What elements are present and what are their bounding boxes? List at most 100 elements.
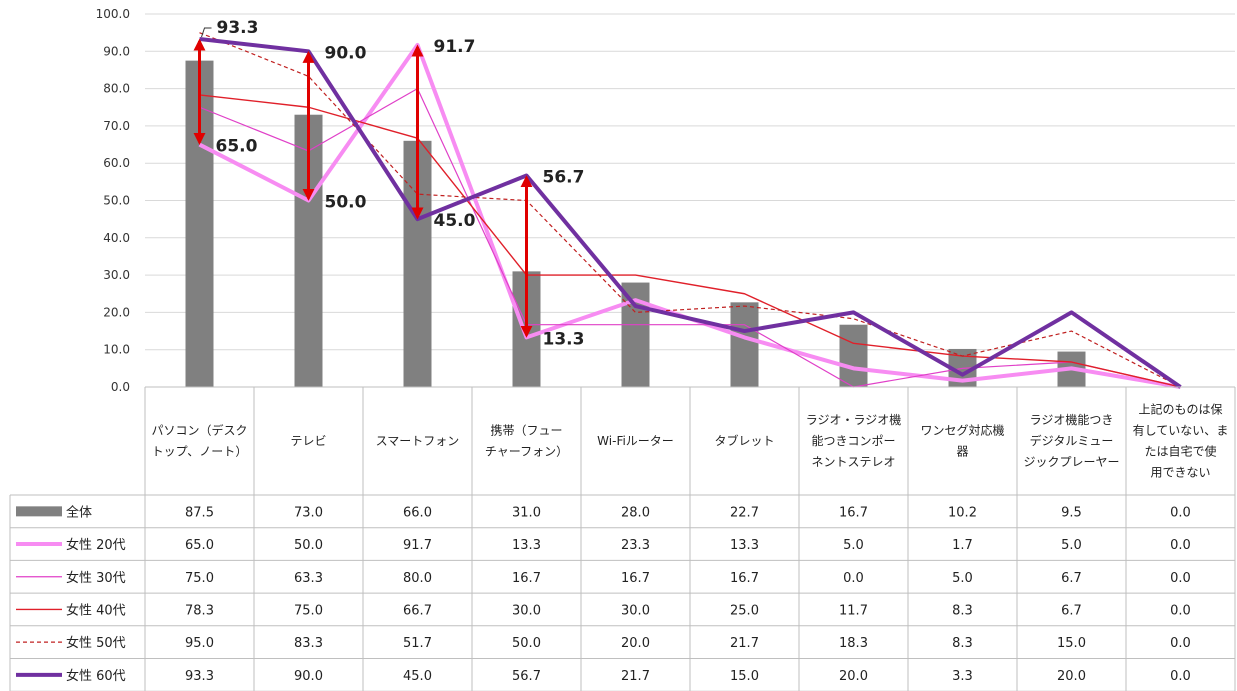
table-cell: 18.3 — [839, 636, 868, 651]
table-cell: 73.0 — [294, 505, 323, 520]
annotation-label: 45.0 — [434, 211, 476, 231]
table-cell: 9.5 — [1061, 505, 1082, 520]
bar — [730, 302, 759, 387]
y-axis-ticks: 0.0 10.0 20.0 30.0 40.0 50.0 60.0 70.0 80.0 90.0 1… — [96, 7, 130, 394]
category-label: 器 — [956, 445, 968, 459]
annotation-label: 13.3 — [543, 329, 585, 349]
table-cell: 50.0 — [512, 636, 541, 651]
table-cell: 23.3 — [621, 538, 650, 553]
category-label: 用できない — [1150, 466, 1210, 480]
table-cell: 66.0 — [403, 505, 432, 520]
table-cell: 15.0 — [730, 669, 759, 684]
table-cell: 91.7 — [403, 538, 432, 553]
series-lines — [198, 32, 1182, 389]
table-cell: 30.0 — [621, 603, 650, 618]
table-cell: 30.0 — [512, 603, 541, 618]
table-cell: 0.0 — [1170, 571, 1191, 586]
table-cell: 90.0 — [294, 669, 323, 684]
table-cell: 66.7 — [403, 603, 432, 618]
legend-key — [16, 506, 62, 517]
table-cell: 75.0 — [185, 571, 214, 586]
table-cell: 0.0 — [1170, 603, 1191, 618]
annotation-leader — [201, 27, 212, 38]
table-cell: 0.0 — [843, 571, 864, 586]
table-cell: 0.0 — [1170, 636, 1191, 651]
category-label: 能つきコンポー — [811, 434, 895, 448]
table-cell: 6.7 — [1061, 603, 1082, 618]
y-tick-label: 90.0 — [103, 44, 130, 58]
table-cell: 8.3 — [952, 603, 973, 618]
category-label: 有していない、ま — [1133, 424, 1229, 438]
table-cell: 28.0 — [621, 505, 650, 520]
table-cell: 20.0 — [1057, 669, 1086, 684]
category-label: Wi-Fiルーター — [597, 434, 674, 448]
table-cell: 11.7 — [839, 603, 868, 618]
category-label: チャーフォン） — [485, 445, 568, 459]
series-name: 女性 30代 — [66, 570, 126, 586]
table-cell: 95.0 — [185, 636, 214, 651]
table-cell: 87.5 — [185, 505, 214, 520]
category-label: パソコン（デスク — [151, 423, 247, 438]
table-cell: 21.7 — [730, 636, 759, 651]
table-cell: 5.0 — [843, 538, 864, 553]
table-cell: 13.3 — [730, 538, 759, 553]
table-cell: 15.0 — [1057, 636, 1086, 651]
table-cell: 45.0 — [403, 669, 432, 684]
table-cell: 80.0 — [403, 571, 432, 586]
y-tick-label: 0.0 — [111, 380, 130, 394]
y-tick-label: 40.0 — [103, 231, 130, 245]
gridlines — [145, 13, 1235, 388]
table-cell: 20.0 — [839, 669, 868, 684]
category-label: ワンセグ対応機 — [920, 423, 1004, 438]
annotation-label: 93.3 — [217, 18, 259, 38]
table-cell: 65.0 — [185, 538, 214, 553]
series-name: 女性 40代 — [66, 602, 126, 618]
category-label: 携帯（フュー — [490, 423, 562, 438]
table-cell: 0.0 — [1170, 538, 1191, 553]
table-cell: 13.3 — [512, 538, 541, 553]
series-line — [199, 94, 1181, 388]
table-cell: 20.0 — [621, 636, 650, 651]
table-cell: 31.0 — [512, 505, 541, 520]
category-label: 上記のものは保 — [1138, 402, 1222, 417]
category-label: デジタルミュー — [1030, 433, 1114, 448]
table-cell: 16.7 — [512, 571, 541, 586]
table-cell: 3.3 — [952, 669, 973, 684]
series-line — [199, 87, 1181, 388]
annotation-label: 90.0 — [325, 43, 367, 63]
table-cell: 75.0 — [294, 603, 323, 618]
annotation-label: 91.7 — [434, 37, 476, 57]
y-tick-label: 20.0 — [103, 305, 130, 319]
table-cell: 93.3 — [185, 669, 214, 684]
series-name: 女性 50代 — [66, 635, 126, 651]
annotation-label: 50.0 — [325, 193, 367, 213]
table-cell: 10.2 — [948, 505, 977, 520]
table-cell: 50.0 — [294, 538, 323, 553]
difference-arrows — [193, 38, 533, 338]
table-cell: 51.7 — [403, 636, 432, 651]
y-tick-label: 100.0 — [96, 7, 130, 21]
bar — [839, 324, 868, 387]
category-label: たは自宅で使 — [1144, 444, 1216, 459]
series-line — [199, 37, 1182, 389]
category-label: トップ、ノート） — [152, 445, 248, 459]
table-cell: 22.7 — [730, 505, 759, 520]
bars — [185, 60, 1086, 388]
table-cell: 0.0 — [1170, 669, 1191, 684]
table-cell: 56.7 — [512, 669, 541, 684]
category-label: ラジオ機能つき — [1030, 412, 1114, 427]
table-cell: 5.0 — [952, 571, 973, 586]
series-name: 女性 20代 — [66, 537, 126, 553]
table-cell: 5.0 — [1061, 538, 1082, 553]
table-cell: 1.7 — [952, 538, 973, 553]
table-cell: 21.7 — [621, 669, 650, 684]
series-name: 全体 — [66, 504, 92, 520]
table-cell: 78.3 — [185, 603, 214, 618]
category-label: ネントステレオ — [811, 455, 895, 469]
y-tick-label: 50.0 — [103, 194, 130, 208]
category-label: スマートフォン — [376, 434, 460, 448]
annotation-label: 56.7 — [543, 168, 585, 188]
